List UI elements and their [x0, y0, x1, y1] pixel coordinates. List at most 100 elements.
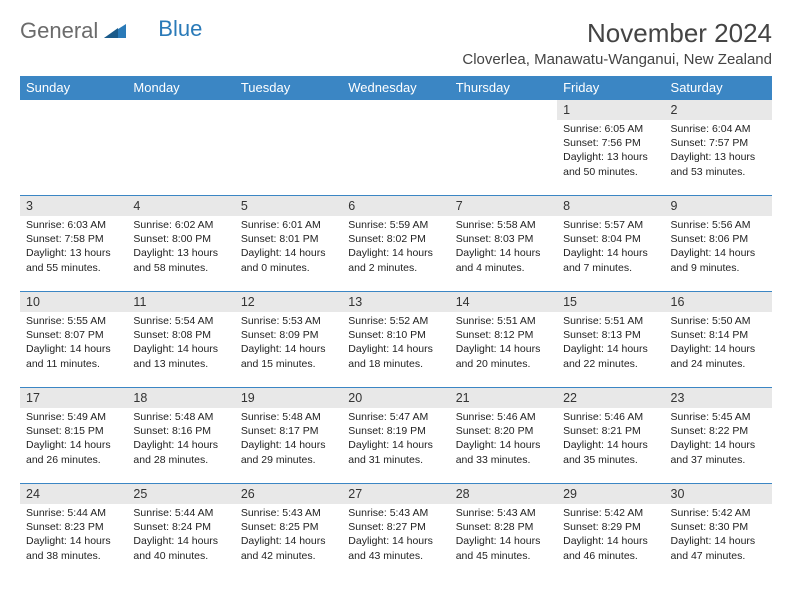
sunrise-line: Sunrise: 6:02 AM — [133, 218, 228, 232]
calendar-cell: 3Sunrise: 6:03 AMSunset: 7:58 PMDaylight… — [20, 196, 127, 292]
sunset-line: Sunset: 8:30 PM — [671, 520, 766, 534]
daylight-line: Daylight: 14 hours and 47 minutes. — [671, 534, 766, 562]
sunrise-line: Sunrise: 5:43 AM — [241, 506, 336, 520]
daylight-line: Daylight: 14 hours and 38 minutes. — [26, 534, 121, 562]
daylight-line: Daylight: 14 hours and 22 minutes. — [563, 342, 658, 370]
calendar-week-row: 1Sunrise: 6:05 AMSunset: 7:56 PMDaylight… — [20, 100, 772, 196]
calendar-cell: 19Sunrise: 5:48 AMSunset: 8:17 PMDayligh… — [235, 388, 342, 484]
calendar-cell: 24 Sunrise: 5:44 AMSunset: 8:23 PMDayligh… — [20, 484, 127, 580]
daylight-line: Daylight: 14 hours and 20 minutes. — [456, 342, 551, 370]
sunset-line: Sunset: 8:15 PM — [26, 424, 121, 438]
calendar-cell: 11Sunrise: 5:54 AMSunset: 8:08 PMDayligh… — [127, 292, 234, 388]
logo-triangle-icon — [104, 18, 126, 44]
day-number: 29 — [557, 484, 664, 504]
daylight-line: Daylight: 14 hours and 26 minutes. — [26, 438, 121, 466]
day-number: 10 — [20, 292, 127, 312]
sunset-line: Sunset: 8:14 PM — [671, 328, 766, 342]
day-entry: Sunrise: 5:49 AMSunset: 8:15 PMDaylight:… — [20, 408, 127, 471]
sunset-line: Sunset: 8:21 PM — [563, 424, 658, 438]
day-entry: Sunrise: 5:44 AMSunset: 8:24 PMDaylight:… — [127, 504, 234, 567]
sunset-line: Sunset: 8:03 PM — [456, 232, 551, 246]
day-entry: Sunrise: 5:43 AMSunset: 8:28 PMDaylight:… — [450, 504, 557, 567]
day-entry: Sunrise: 5:46 AMSunset: 8:20 PMDaylight:… — [450, 408, 557, 471]
sunset-line: Sunset: 8:10 PM — [348, 328, 443, 342]
sunrise-line: Sunrise: 5:58 AM — [456, 218, 551, 232]
header: General Blue November 2024 Cloverlea, Ma… — [20, 18, 772, 68]
day-number: 24 — [20, 484, 127, 504]
daylight-line: Daylight: 14 hours and 42 minutes. — [241, 534, 336, 562]
sunrise-line: Sunrise: 5:52 AM — [348, 314, 443, 328]
calendar-cell: 1Sunrise: 6:05 AMSunset: 7:56 PMDaylight… — [557, 100, 664, 196]
sunrise-line: Sunrise: 5:53 AM — [241, 314, 336, 328]
day-entry: Sunrise: 5:54 AMSunset: 8:08 PMDaylight:… — [127, 312, 234, 375]
calendar-cell — [127, 100, 234, 196]
sunset-line: Sunset: 8:23 PM — [26, 520, 121, 534]
daylight-line: Daylight: 14 hours and 15 minutes. — [241, 342, 336, 370]
sunset-line: Sunset: 7:56 PM — [563, 136, 658, 150]
sunrise-line: Sunrise: 5:55 AM — [26, 314, 121, 328]
sunrise-line: Sunrise: 5:43 AM — [348, 506, 443, 520]
calendar-cell: 7Sunrise: 5:58 AMSunset: 8:03 PMDaylight… — [450, 196, 557, 292]
calendar-cell: 16Sunrise: 5:50 AMSunset: 8:14 PMDayligh… — [665, 292, 772, 388]
day-entry: Sunrise: 5:42 AMSunset: 8:29 PMDaylight:… — [557, 504, 664, 567]
logo: General Blue — [20, 18, 202, 44]
day-entry: Sunrise: 5:57 AMSunset: 8:04 PMDaylight:… — [557, 216, 664, 279]
sunrise-line: Sunrise: 5:50 AM — [671, 314, 766, 328]
sunrise-line: Sunrise: 5:42 AM — [671, 506, 766, 520]
day-number: 12 — [235, 292, 342, 312]
sunset-line: Sunset: 8:28 PM — [456, 520, 551, 534]
daylight-line: Daylight: 14 hours and 29 minutes. — [241, 438, 336, 466]
day-number: 2 — [665, 100, 772, 120]
day-entry: Sunrise: 6:03 AMSunset: 7:58 PMDaylight:… — [20, 216, 127, 279]
calendar-cell: 6Sunrise: 5:59 AMSunset: 8:02 PMDaylight… — [342, 196, 449, 292]
calendar-cell: 23Sunrise: 5:45 AMSunset: 8:22 PMDayligh… — [665, 388, 772, 484]
sunset-line: Sunset: 8:19 PM — [348, 424, 443, 438]
day-number: 16 — [665, 292, 772, 312]
sunset-line: Sunset: 8:12 PM — [456, 328, 551, 342]
sunset-line: Sunset: 8:29 PM — [563, 520, 658, 534]
sunrise-line: Sunrise: 6:03 AM — [26, 218, 121, 232]
calendar-body: 1 Sunrise: 6:05 AMSunset: 7:56 PM Daylight… — [20, 100, 772, 580]
day-number: 6 — [342, 196, 449, 216]
calendar-page: General Blue November 2024 Cloverlea, Ma… — [0, 0, 792, 590]
sunset-line: Sunset: 8:13 PM — [563, 328, 658, 342]
calendar-cell: 21Sunrise: 5:46 AMSunset: 8:20 PMDayligh… — [450, 388, 557, 484]
sunset-line: Sunset: 8:24 PM — [133, 520, 228, 534]
sunset-line: Sunset: 7:58 PM — [26, 232, 121, 246]
sunset-line: Sunset: 7:57 PM — [671, 136, 766, 150]
daylight-line: Daylight: 14 hours and 28 minutes. — [133, 438, 228, 466]
calendar-cell: 2Sunrise: 6:04 AMSunset: 7:57 PMDaylight… — [665, 100, 772, 196]
daylight-line: Daylight: 13 hours and 58 minutes. — [133, 246, 228, 274]
calendar-cell: 8Sunrise: 5:57 AMSunset: 8:04 PMDaylight… — [557, 196, 664, 292]
sunrise-line: Sunrise: 6:05 AM — [563, 122, 658, 136]
sunset-line: Sunset: 8:04 PM — [563, 232, 658, 246]
day-number: 22 — [557, 388, 664, 408]
calendar-cell: 25Sunrise: 5:44 AMSunset: 8:24 PMDayligh… — [127, 484, 234, 580]
calendar-cell: 18Sunrise: 5:48 AMSunset: 8:16 PMDayligh… — [127, 388, 234, 484]
day-entry: Sunrise: 5:58 AMSunset: 8:03 PMDaylight:… — [450, 216, 557, 279]
calendar-cell — [342, 100, 449, 196]
day-entry: Sunrise: 6:04 AMSunset: 7:57 PMDaylight:… — [665, 120, 772, 183]
day-number: 4 — [127, 196, 234, 216]
sunset-line: Sunset: 8:08 PM — [133, 328, 228, 342]
daylight-line: Daylight: 14 hours and 11 minutes. — [26, 342, 121, 370]
calendar-week-row: 17Sunrise: 5:49 AMSunset: 8:15 PMDayligh… — [20, 388, 772, 484]
sunrise-line: Sunrise: 5:57 AM — [563, 218, 658, 232]
calendar-cell: 30Sunrise: 5:42 AMSunset: 8:30 PMDayligh… — [665, 484, 772, 580]
day-entry: Sunrise: 5:51 AMSunset: 8:12 PMDaylight:… — [450, 312, 557, 375]
day-entry: Sunrise: 5:42 AMSunset: 8:30 PMDaylight:… — [665, 504, 772, 567]
sunrise-line: Sunrise: 5:48 AM — [133, 410, 228, 424]
day-number: 14 — [450, 292, 557, 312]
sunrise-line: Sunrise: 5:47 AM — [348, 410, 443, 424]
day-number: 1 — [557, 100, 664, 120]
calendar-week-row: 24Sunrise: 5:44 AMSunset: 8:23 PMDayligh… — [20, 484, 772, 580]
daylight-line: Daylight: 13 hours and 55 minutes. — [26, 246, 121, 274]
daylight-line: Daylight: 14 hours and 7 minutes. — [563, 246, 658, 274]
calendar-cell: 13Sunrise: 5:52 AMSunset: 8:10 PMDayligh… — [342, 292, 449, 388]
sunrise-line: Sunrise: 5:44 AM — [26, 506, 121, 520]
calendar-cell: 5Sunrise: 6:01 AMSunset: 8:01 PMDaylight… — [235, 196, 342, 292]
calendar-cell: 12Sunrise: 5:53 AMSunset: 8:09 PMDayligh… — [235, 292, 342, 388]
calendar-cell: 26Sunrise: 5:43 AMSunset: 8:25 PMDayligh… — [235, 484, 342, 580]
sunrise-line: Sunrise: 6:04 AM — [671, 122, 766, 136]
day-number: 3 — [20, 196, 127, 216]
